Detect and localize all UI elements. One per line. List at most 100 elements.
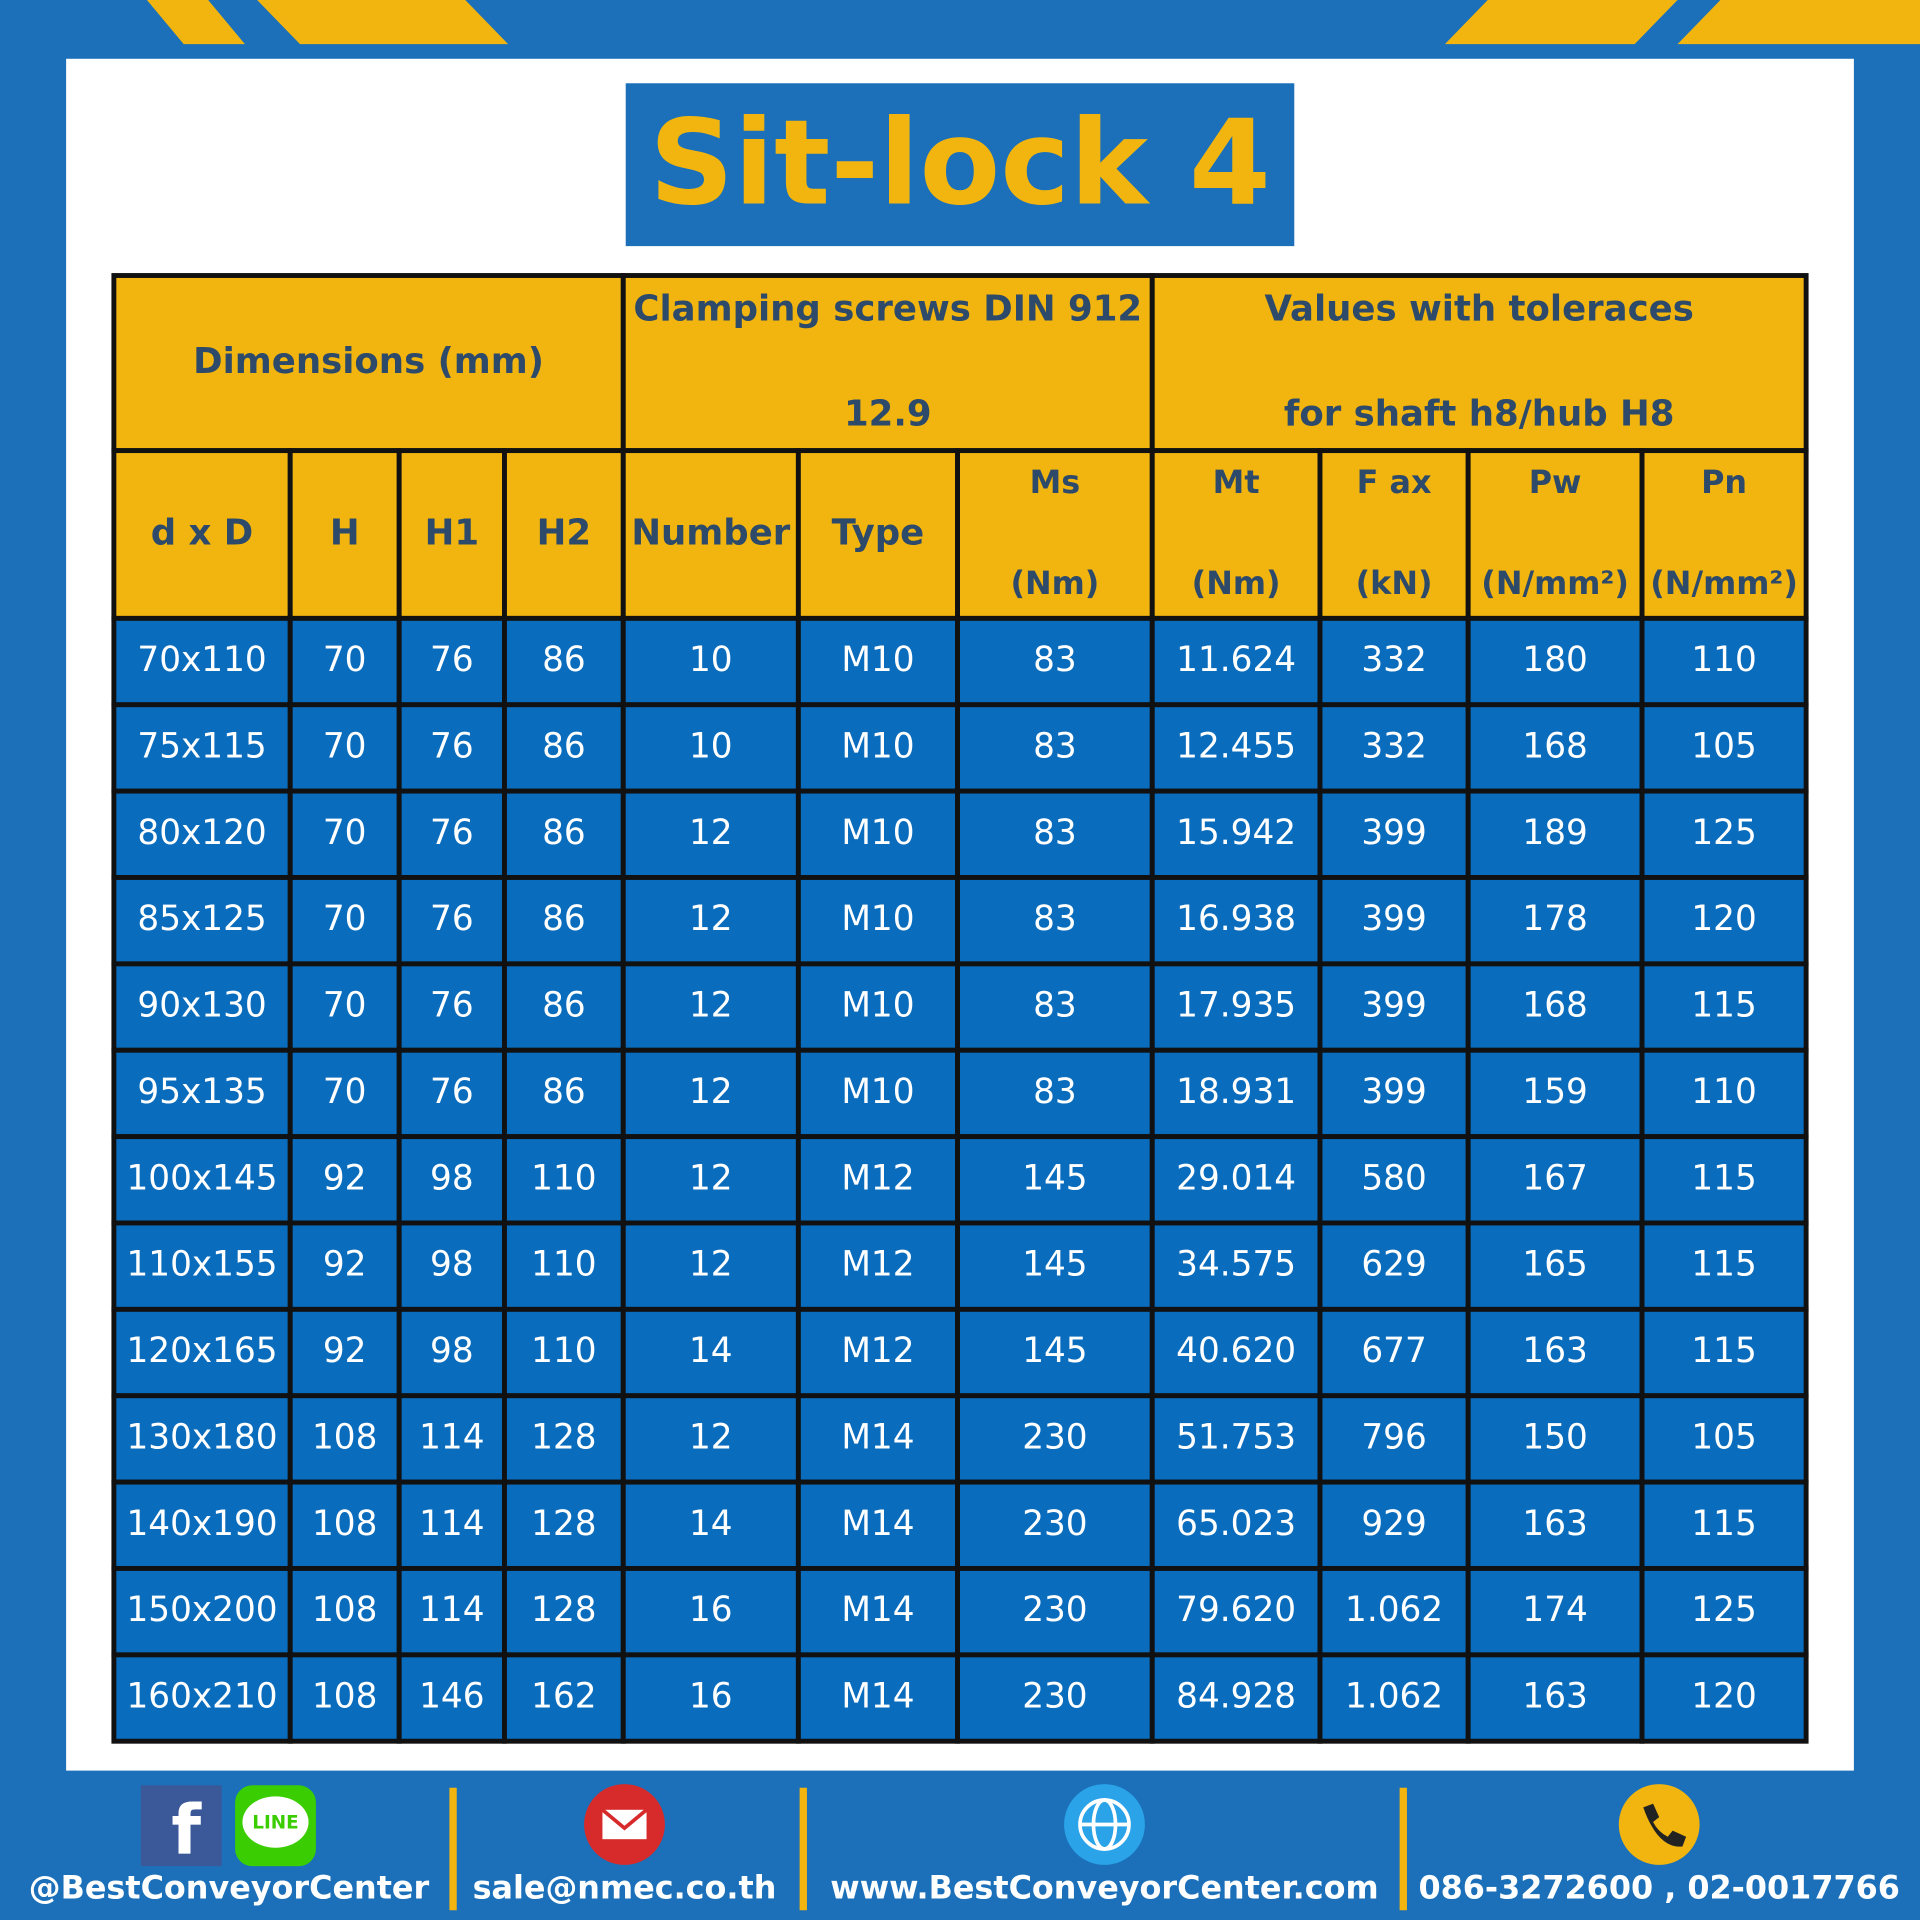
line-label: LINE (252, 1812, 298, 1833)
cell-text: M10 (841, 726, 914, 766)
cell-text: 83 (1033, 1072, 1077, 1112)
cell-text: 12 (689, 1245, 733, 1285)
stripe (257, 0, 509, 45)
cell-text: M14 (841, 1677, 914, 1717)
group-header: 12.9 (844, 394, 932, 435)
cell-text: 98 (430, 1245, 474, 1285)
cell-text: 92 (323, 1158, 367, 1198)
cell-text: 110x155 (126, 1245, 277, 1285)
cell-text: 12 (689, 1072, 733, 1112)
cell-text: 98 (430, 1158, 474, 1198)
stripe (1677, 0, 1920, 45)
data-cell (287, 1047, 402, 1140)
cell-text: 83 (1033, 640, 1077, 680)
cell-text: 165 (1522, 1245, 1587, 1285)
cell-text: 12.455 (1176, 726, 1296, 766)
cell-text: 163 (1522, 1677, 1587, 1717)
group-header: Clamping screws DIN 912 (633, 289, 1142, 330)
data-cell (1465, 702, 1645, 794)
data-cell (396, 1134, 507, 1226)
data-cell (396, 875, 507, 967)
cell-text: 1.062 (1345, 1590, 1443, 1630)
cell-text: 145 (1022, 1245, 1087, 1285)
cell-text: 115 (1691, 1158, 1756, 1198)
data-cell (1465, 961, 1645, 1053)
data-cell (396, 1479, 507, 1571)
title-box (625, 83, 1295, 247)
column-header: (Nm) (1010, 564, 1099, 602)
cell-text: 12 (689, 813, 733, 853)
data-cell (1149, 1220, 1323, 1312)
phone: 086-3272600 , 02-0017766 (1418, 1868, 1899, 1906)
cell-text: 86 (542, 986, 586, 1026)
data-cell (1317, 1393, 1471, 1485)
cell-text: 115 (1691, 986, 1756, 1026)
column-header-cell (620, 448, 801, 621)
cell-text: 677 (1361, 1331, 1426, 1371)
data-cell (1317, 1220, 1471, 1312)
cell-text: 84.928 (1176, 1677, 1296, 1717)
cell-text: 75x115 (137, 726, 266, 766)
data-cell (1639, 1566, 1809, 1658)
cell-text: 95x135 (137, 1072, 266, 1112)
cell-text: 230 (1022, 1504, 1087, 1544)
cell-text: 12 (689, 1417, 733, 1457)
cell-text: 79.620 (1176, 1590, 1296, 1630)
cell-text: 163 (1522, 1504, 1587, 1544)
cell-text: 114 (419, 1504, 484, 1544)
phone-handset (1643, 1803, 1687, 1847)
column-header: H1 (425, 512, 479, 553)
data-cell (620, 1652, 801, 1744)
column-header: (N/mm²) (1481, 564, 1629, 602)
data-cell (111, 615, 293, 708)
column-header: d x D (151, 512, 254, 553)
cell-text: 86 (542, 640, 586, 680)
data-cell (620, 1479, 801, 1571)
group-header: for shaft h8/hub H8 (1284, 394, 1675, 435)
data-cell (1149, 1393, 1323, 1485)
cell-text: 114 (419, 1417, 484, 1457)
cell-text: 115 (1691, 1504, 1756, 1544)
stripe (1444, 0, 1678, 45)
cell-text: 796 (1361, 1417, 1426, 1457)
cell-text: 70 (323, 726, 367, 766)
cell-text: 110 (1691, 640, 1756, 680)
cell-text: 83 (1033, 726, 1077, 766)
data-cell (1639, 1306, 1809, 1399)
cell-text: 399 (1361, 1072, 1426, 1112)
cell-text: 160x210 (126, 1677, 277, 1717)
cell-text: 70x110 (137, 640, 266, 680)
cell-text: 929 (1361, 1504, 1426, 1544)
facebook-icon (140, 1785, 222, 1867)
group-header: Dimensions (mm) (193, 341, 544, 382)
cell-text: 115 (1691, 1331, 1756, 1371)
data-cell (502, 1652, 626, 1744)
cell-text: 83 (1033, 813, 1077, 853)
title: Sit-lock 4 (649, 95, 1271, 232)
cell-text: 120 (1691, 1677, 1756, 1717)
cell-text: 80x120 (137, 813, 266, 853)
cell-text: M12 (841, 1158, 914, 1198)
data-cell (396, 1047, 507, 1140)
cell-text: 12 (689, 1158, 733, 1198)
column-header: (kN) (1356, 564, 1433, 602)
data-cell (1317, 788, 1471, 880)
cell-text: 108 (312, 1504, 377, 1544)
cell-text: 168 (1522, 726, 1587, 766)
data-cell (111, 1220, 293, 1312)
cell-text: 92 (323, 1331, 367, 1371)
cell-text: 174 (1522, 1590, 1587, 1630)
cell-text: 70 (323, 813, 367, 853)
cell-text: 110 (531, 1158, 596, 1198)
data-cell (502, 1220, 626, 1312)
data-cell (795, 1134, 960, 1226)
data-cell (1317, 1566, 1471, 1658)
column-header-cell (1639, 448, 1809, 621)
data-cell (111, 961, 293, 1053)
column-header: Type (832, 512, 925, 553)
cell-text: 167 (1522, 1158, 1587, 1198)
cell-text: 140x190 (126, 1504, 277, 1544)
cell-text: 180 (1522, 640, 1587, 680)
cell-text: 14 (689, 1504, 733, 1544)
facebook-letter: f (171, 1790, 202, 1870)
